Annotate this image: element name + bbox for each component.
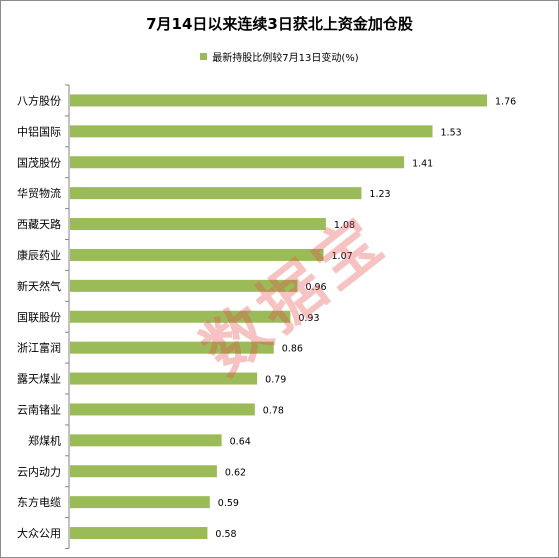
bar-4	[70, 218, 326, 231]
category-label-1: 中铝国际	[17, 124, 61, 138]
chart-legend: 最新持股比例较7月13日变动(%)	[1, 49, 558, 64]
value-label-1: 1.53	[441, 127, 462, 138]
value-label-7: 0.93	[298, 313, 319, 324]
value-label-5: 1.07	[332, 251, 353, 262]
category-label-3: 华贸物流	[17, 186, 61, 200]
category-label-2: 国茂股份	[17, 155, 61, 169]
category-label-7: 国联股份	[17, 311, 61, 324]
bar-13	[70, 496, 210, 509]
bar-11	[70, 434, 222, 447]
bar-12	[70, 465, 217, 478]
bar-8	[70, 341, 274, 354]
value-label-0: 1.76	[495, 96, 516, 107]
bar-3	[70, 187, 362, 200]
category-label-11: 郑煤机	[28, 433, 61, 447]
category-label-8: 浙江富润	[17, 341, 61, 355]
category-label-0: 八方股份	[17, 93, 61, 107]
category-label-12: 云内动力	[17, 464, 61, 478]
bar-9	[70, 372, 258, 385]
bar-10	[70, 403, 255, 416]
bar-5	[70, 248, 324, 261]
value-label-13: 0.59	[218, 498, 239, 509]
value-label-3: 1.23	[369, 189, 390, 200]
bar-0	[70, 94, 487, 107]
category-label-4: 西藏天路	[17, 218, 61, 231]
category-label-6: 新天然气	[17, 279, 61, 293]
bar-2	[70, 156, 405, 169]
value-label-4: 1.08	[334, 220, 355, 231]
bar-7	[70, 310, 291, 323]
value-label-14: 0.58	[215, 529, 236, 540]
chart-title: 7月14日以来连续3日获北上资金加仓股	[146, 15, 413, 33]
bar-14	[70, 527, 208, 540]
category-label-10: 云南锗业	[17, 402, 61, 416]
value-label-10: 0.78	[263, 405, 284, 416]
legend-label: 最新持股比例较7月13日变动(%)	[212, 53, 359, 64]
value-label-2: 1.41	[412, 158, 433, 169]
value-label-8: 0.86	[282, 344, 303, 355]
value-label-6: 0.96	[305, 282, 326, 293]
legend-swatch	[200, 53, 208, 60]
value-label-9: 0.79	[265, 375, 286, 386]
category-label-13: 东方电缆	[17, 495, 61, 509]
bar-6	[70, 279, 298, 292]
category-label-14: 大众公用	[17, 526, 61, 540]
category-label-5: 康辰药业	[17, 248, 61, 262]
category-label-9: 露天煤业	[17, 373, 61, 386]
bar-1	[70, 125, 433, 138]
value-label-11: 0.64	[230, 436, 251, 447]
value-label-12: 0.62	[225, 467, 246, 478]
